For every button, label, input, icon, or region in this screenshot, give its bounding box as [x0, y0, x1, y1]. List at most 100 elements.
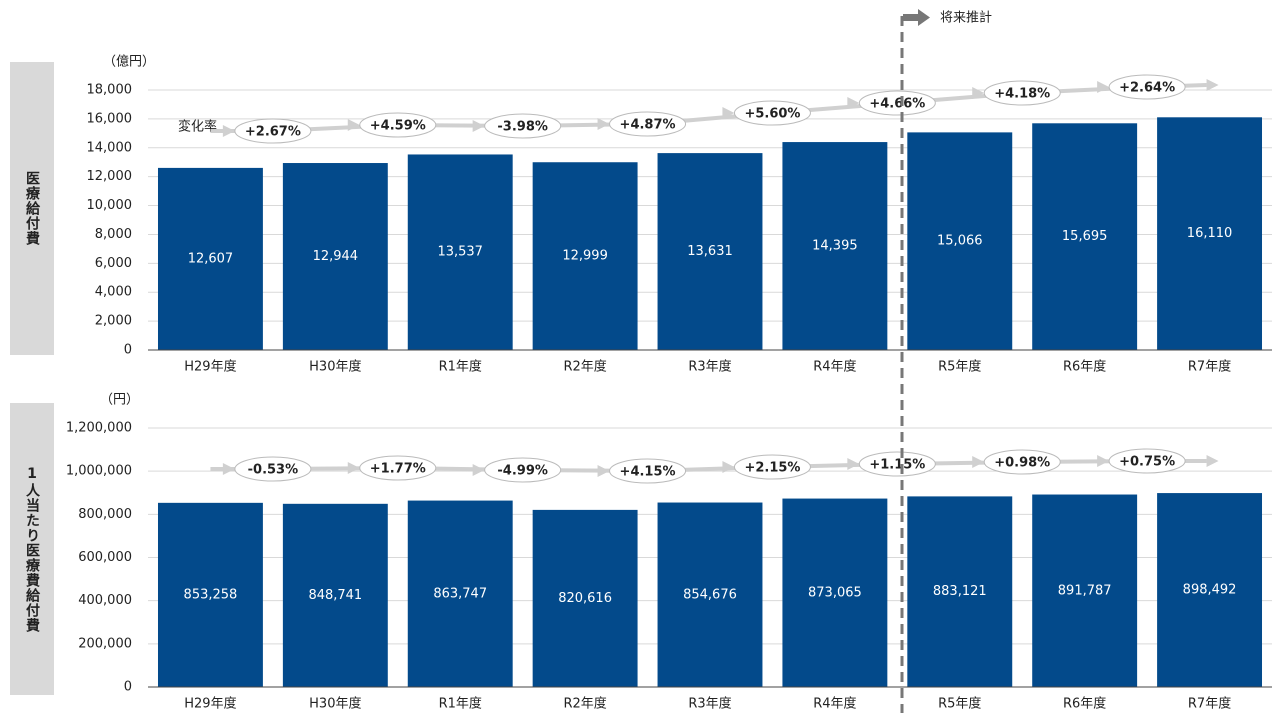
bar [1032, 123, 1138, 351]
bar [282, 163, 388, 350]
trend-arrowhead [847, 97, 860, 109]
y-tick-label: 800,000 [78, 507, 132, 522]
trend-arrowhead [972, 87, 985, 99]
x-tick-label: H29年度 [184, 359, 236, 375]
value-label: 848,741 [308, 588, 362, 603]
trend-arrowhead [597, 465, 610, 477]
y-tick-label: 0 [124, 680, 132, 695]
change-label: +2.15% [744, 461, 800, 476]
change-label: +2.67% [245, 125, 301, 140]
bar [1032, 494, 1138, 687]
x-tick-label: R5年度 [938, 696, 981, 712]
value-label: 863,747 [433, 586, 487, 601]
change-bubble [359, 455, 437, 481]
trend-line [210, 83, 1207, 133]
y-tick-label: 14,000 [87, 140, 133, 155]
trend-arrowhead [597, 118, 610, 130]
value-label: 12,944 [313, 249, 359, 264]
value-label: 13,537 [437, 245, 483, 260]
change-label: +0.98% [994, 456, 1050, 471]
bar [907, 496, 1013, 687]
trend-arrowhead [222, 125, 235, 137]
side-label: 医療給付費 [24, 171, 40, 246]
change-label: -4.99% [497, 464, 548, 479]
y-tick-label: 1,000,000 [66, 464, 132, 479]
forecast-arrow [918, 9, 930, 26]
change-bubble [733, 454, 811, 480]
change-bubble [858, 451, 936, 477]
y-tick-label: 600,000 [78, 550, 132, 565]
bar [782, 142, 888, 350]
change-label: -0.53% [248, 463, 299, 478]
value-label: 891,787 [1058, 583, 1112, 598]
value-label: 820,616 [558, 591, 612, 606]
change-bubble [983, 80, 1061, 106]
trend-arrowhead [1097, 81, 1110, 93]
trend-line [210, 459, 1207, 474]
value-label: 14,395 [812, 239, 858, 254]
x-tick-label: R6年度 [1063, 359, 1106, 375]
x-tick-label: R4年度 [813, 696, 856, 712]
x-tick-label: R7年度 [1188, 359, 1231, 375]
bar [532, 509, 638, 687]
change-label: +4.87% [620, 118, 676, 133]
y-tick-label: 16,000 [87, 111, 133, 126]
trend-arrowhead [847, 458, 860, 470]
trend-arrowhead [722, 107, 735, 119]
trend-arrowhead [1206, 79, 1219, 91]
value-label: 873,065 [808, 585, 862, 600]
change-bubble [858, 90, 936, 116]
side-panel: 医療給付費 [10, 62, 54, 355]
bar [907, 132, 1013, 350]
value-label: 854,676 [683, 587, 737, 602]
bar [157, 502, 263, 687]
y-tick-label: 0 [124, 343, 132, 358]
x-tick-label: R1年度 [439, 696, 482, 712]
forecast-arrow [903, 14, 919, 21]
x-tick-label: R3年度 [688, 696, 731, 712]
x-tick-label: R3年度 [688, 359, 731, 375]
x-tick-label: H29年度 [184, 696, 236, 712]
y-tick-label: 6,000 [95, 256, 132, 271]
unit-label: （円） [100, 393, 139, 408]
change-label: +5.60% [744, 107, 800, 122]
value-label: 15,066 [937, 234, 983, 249]
x-tick-label: R2年度 [563, 359, 606, 375]
change-bubble [983, 449, 1061, 475]
y-tick-label: 200,000 [78, 636, 132, 651]
change-bubble [484, 113, 562, 139]
trend-arrowhead [472, 120, 485, 132]
bar [782, 498, 888, 687]
x-tick-label: R4年度 [813, 359, 856, 375]
x-tick-label: R7年度 [1188, 696, 1231, 712]
change-label: +0.75% [1119, 455, 1175, 470]
value-label: 15,695 [1062, 229, 1108, 244]
x-tick-label: H30年度 [309, 359, 361, 375]
bar [1157, 117, 1263, 350]
bar [157, 167, 263, 350]
x-tick-label: R1年度 [439, 359, 482, 375]
y-tick-label: 400,000 [78, 593, 132, 608]
change-label: +1.77% [370, 462, 426, 477]
change-label: +4.66% [869, 97, 925, 112]
bar [657, 153, 763, 350]
change-bubble [234, 118, 312, 144]
x-tick-label: R2年度 [563, 696, 606, 712]
x-tick-label: R5年度 [938, 359, 981, 375]
value-label: 898,492 [1183, 583, 1237, 598]
bar [532, 162, 638, 350]
change-label: +2.64% [1119, 81, 1175, 96]
change-bubble [609, 111, 687, 137]
change-label: +1.15% [869, 458, 925, 473]
change-label: +4.18% [994, 87, 1050, 102]
side-panel: 1人当たり医療費給付費 [10, 403, 54, 695]
trend-arrowhead [347, 119, 360, 131]
change-bubble [1108, 448, 1186, 474]
change-bubble [733, 100, 811, 126]
x-tick-label: H30年度 [309, 696, 361, 712]
unit-label: （億円） [103, 54, 155, 70]
bar [407, 154, 513, 350]
x-tick-label: R6年度 [1063, 696, 1106, 712]
